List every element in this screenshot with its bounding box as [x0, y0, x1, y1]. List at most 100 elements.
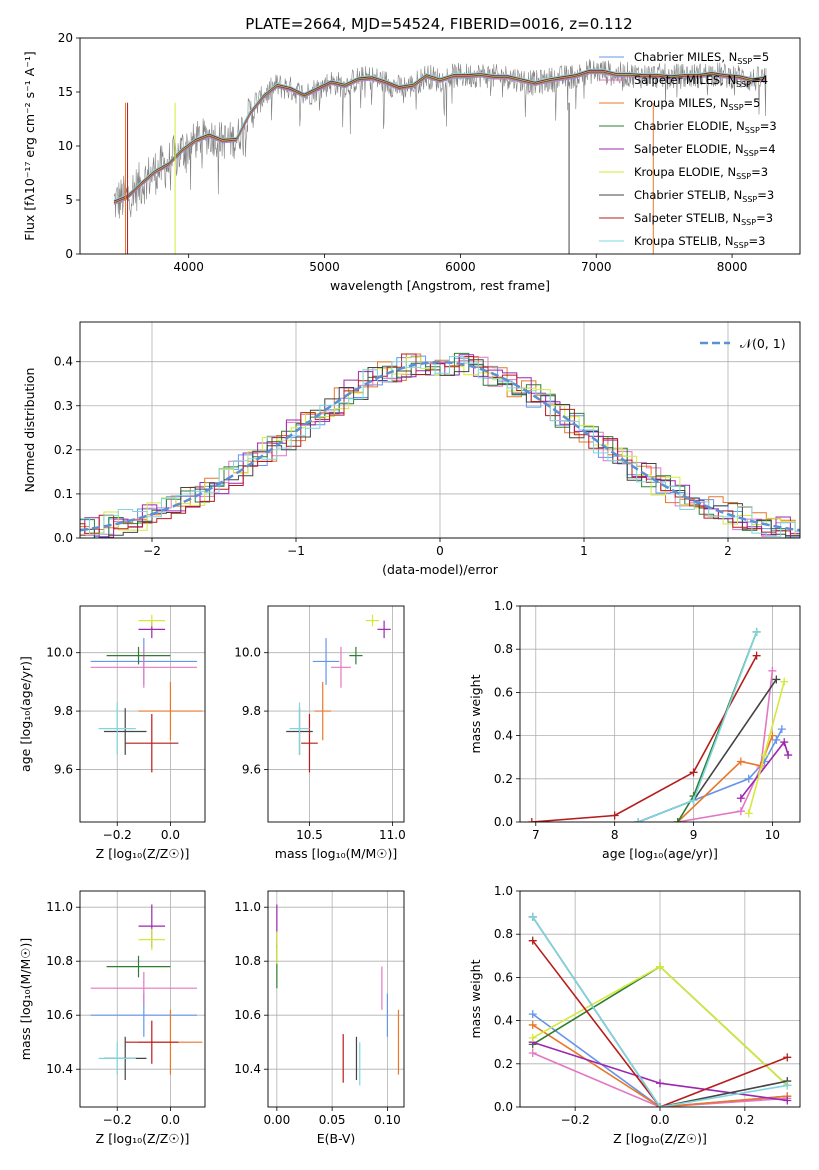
- errorbar-kroupa-stelib: [98, 1042, 136, 1075]
- grid: [268, 606, 404, 822]
- y-tick-label: 0.4: [54, 355, 73, 369]
- series-line: [532, 1052, 788, 1107]
- data-point: [783, 1096, 792, 1105]
- legend-subscript: SSP: [742, 195, 757, 204]
- y-axis-label: Normed distribution: [22, 368, 37, 493]
- legend-subscript: SSP: [736, 172, 751, 181]
- x-tick-label: 7: [532, 828, 540, 842]
- data-point: [752, 627, 761, 636]
- histogram-salpeter-elodie: [80, 354, 800, 538]
- legend-label: Chabrier STELIB, NSSP=3: [634, 188, 774, 204]
- series-line: [747, 681, 785, 814]
- data-point: [689, 796, 698, 805]
- y-tick-label: 10.4: [46, 1062, 73, 1076]
- age-vs-mass-panel: 10.5 11.0 9.6 9.8 10.0 mass [log₁₀(M/M☉)]: [234, 605, 406, 861]
- mass-weight-vs-metallicity-panel: −0.2 0.0 0.2 0.0 0.2 0.4 0.6 0.8 1.0 Z [log₁₀(Z/Z…: [468, 884, 801, 1146]
- legend-item-salpeter-stelib: Salpeter STELIB, NSSP=3: [599, 211, 773, 227]
- series-line: [740, 740, 789, 799]
- data-point: [528, 936, 537, 945]
- x-tick-label: 2: [724, 544, 732, 558]
- figure-title: PLATE=2664, MJD=54524, FIBERID=0016, z=0…: [245, 15, 632, 33]
- axes: 4000 5000 6000 7000 8000 0 5 10 15 20 wavelength […: [22, 31, 801, 293]
- data-point: [656, 1103, 664, 1107]
- data-point: [736, 807, 745, 816]
- series-chabrier-stelib: [634, 675, 781, 822]
- y-tick-label: 10.6: [46, 1008, 73, 1022]
- legend-count: =4: [759, 142, 776, 156]
- errorbar-salpeter-stelib: [301, 714, 318, 773]
- x-axis-label: Z [log₁₀(Z/Z☉)]: [96, 846, 190, 861]
- legend-count: =3: [757, 188, 774, 202]
- axes: −0.2 0.0 10.4 10.6 10.8 11.0 Z [log₁₀(Z/Z☉)] ma…: [18, 890, 206, 1146]
- data-point: [528, 1033, 537, 1042]
- errorbar-chabrier-elodie: [106, 955, 171, 978]
- histogram-kroupa-miles: [80, 353, 800, 532]
- data-point: [760, 751, 769, 760]
- legend-subscript: SSP: [741, 218, 756, 227]
- errorbar-kroupa-elodie: [138, 614, 166, 627]
- legend-count: =4: [751, 73, 768, 87]
- series-salpeter-elodie: [736, 738, 793, 803]
- y-tick-label: 0.4: [494, 729, 513, 743]
- y-tick-label: 9.8: [242, 704, 261, 718]
- data-point: [744, 809, 753, 818]
- y-tick-label: 0.6: [494, 970, 513, 984]
- series-kroupa-stelib: [528, 912, 792, 1107]
- x-tick-label: 6000: [445, 260, 476, 274]
- series-kroupa-elodie: [744, 677, 789, 818]
- errorbar-kroupa-stelib: [289, 702, 310, 755]
- series-chabrier-miles: [634, 725, 786, 822]
- y-tick-label: 9.8: [54, 704, 73, 718]
- y-axis-label: mass [log₁₀(M/M☉)]: [18, 938, 33, 1060]
- y-tick-label: 0.2: [494, 772, 513, 786]
- grid: [520, 605, 800, 823]
- mass-vs-metallicity-panel: −0.2 0.0 10.4 10.6 10.8 11.0 Z [log₁₀(Z/Z☉)] ma…: [18, 890, 206, 1146]
- errorbar-chabrier-stelib: [103, 708, 147, 755]
- x-tick-label: 0.10: [374, 1113, 401, 1127]
- y-tick-label: 15: [58, 85, 73, 99]
- legend-item-chabrier-elodie: Chabrier ELODIE, NSSP=3: [599, 119, 777, 135]
- x-tick-label: 0.05: [319, 1113, 346, 1127]
- errorbar-salpeter-elodie: [377, 620, 391, 639]
- legend-label: Chabrier MILES, NSSP=5: [634, 50, 769, 66]
- y-tick-label: 0.0: [494, 1100, 513, 1114]
- legend-item-kroupa-miles: Kroupa MILES, NSSP=5: [599, 96, 760, 112]
- errorbar-kroupa-miles: [314, 681, 332, 741]
- y-tick-label: 10.4: [234, 1062, 261, 1076]
- x-axis-label: wavelength [Angstrom, rest frame]: [330, 278, 550, 293]
- series-line: [531, 655, 758, 822]
- legend-item-salpeter-elodie: Salpeter ELODIE, NSSP=4: [599, 142, 776, 158]
- errorbar-salpeter-stelib: [125, 714, 179, 773]
- y-tick-label: 20: [58, 31, 73, 45]
- axes-frame: [79, 605, 206, 823]
- axes: −0.2 0.0 9.6 9.8 10.0 Z [log₁₀(Z/Z☉)] age [log…: [18, 605, 206, 861]
- x-tick-label: 8000: [717, 260, 748, 274]
- axes: 0.00 0.05 0.10 10.4 10.6 10.8 11.0 E(B-V): [234, 890, 405, 1146]
- grid: [268, 891, 404, 1107]
- axes: 10.5 11.0 9.6 9.8 10.0 mass [log₁₀(M/M☉)]: [234, 605, 406, 861]
- legend-count: =3: [751, 165, 768, 179]
- data-point: [744, 774, 753, 783]
- data-point: [783, 1053, 792, 1062]
- x-tick-label: −1: [287, 544, 305, 558]
- legend-label: Salpeter MILES, NSSP=4: [634, 73, 768, 89]
- legend-subscript: SSP: [744, 149, 759, 158]
- legend-count: =3: [749, 234, 766, 248]
- x-tick-label: 0.2: [735, 1113, 754, 1127]
- legend-subscript: SSP: [745, 126, 760, 135]
- errorbar-chabrier-miles: [312, 638, 340, 685]
- legend-subscript: SSP: [734, 241, 749, 250]
- data-point: [656, 962, 664, 971]
- x-tick-label: −0.2: [103, 1113, 132, 1127]
- x-tick-label: 5000: [309, 260, 340, 274]
- axes: 7 8 9 10 0.0 0.2 0.4 0.6 0.8 1.0 age [log₁₀(age/yr…: [468, 599, 801, 861]
- y-tick-label: 11.0: [234, 900, 261, 914]
- axes-frame: [267, 605, 405, 823]
- y-axis-label: mass weight: [468, 674, 483, 753]
- y-tick-label: 10.8: [46, 954, 73, 968]
- y-tick-label: 0: [65, 247, 73, 261]
- plot-area: [527, 627, 793, 822]
- x-tick-label: 0.0: [650, 1113, 669, 1127]
- model-spectrum-kroupa-miles: [113, 72, 767, 204]
- legend-item-kroupa-stelib: Kroupa STELIB, NSSP=3: [599, 234, 765, 250]
